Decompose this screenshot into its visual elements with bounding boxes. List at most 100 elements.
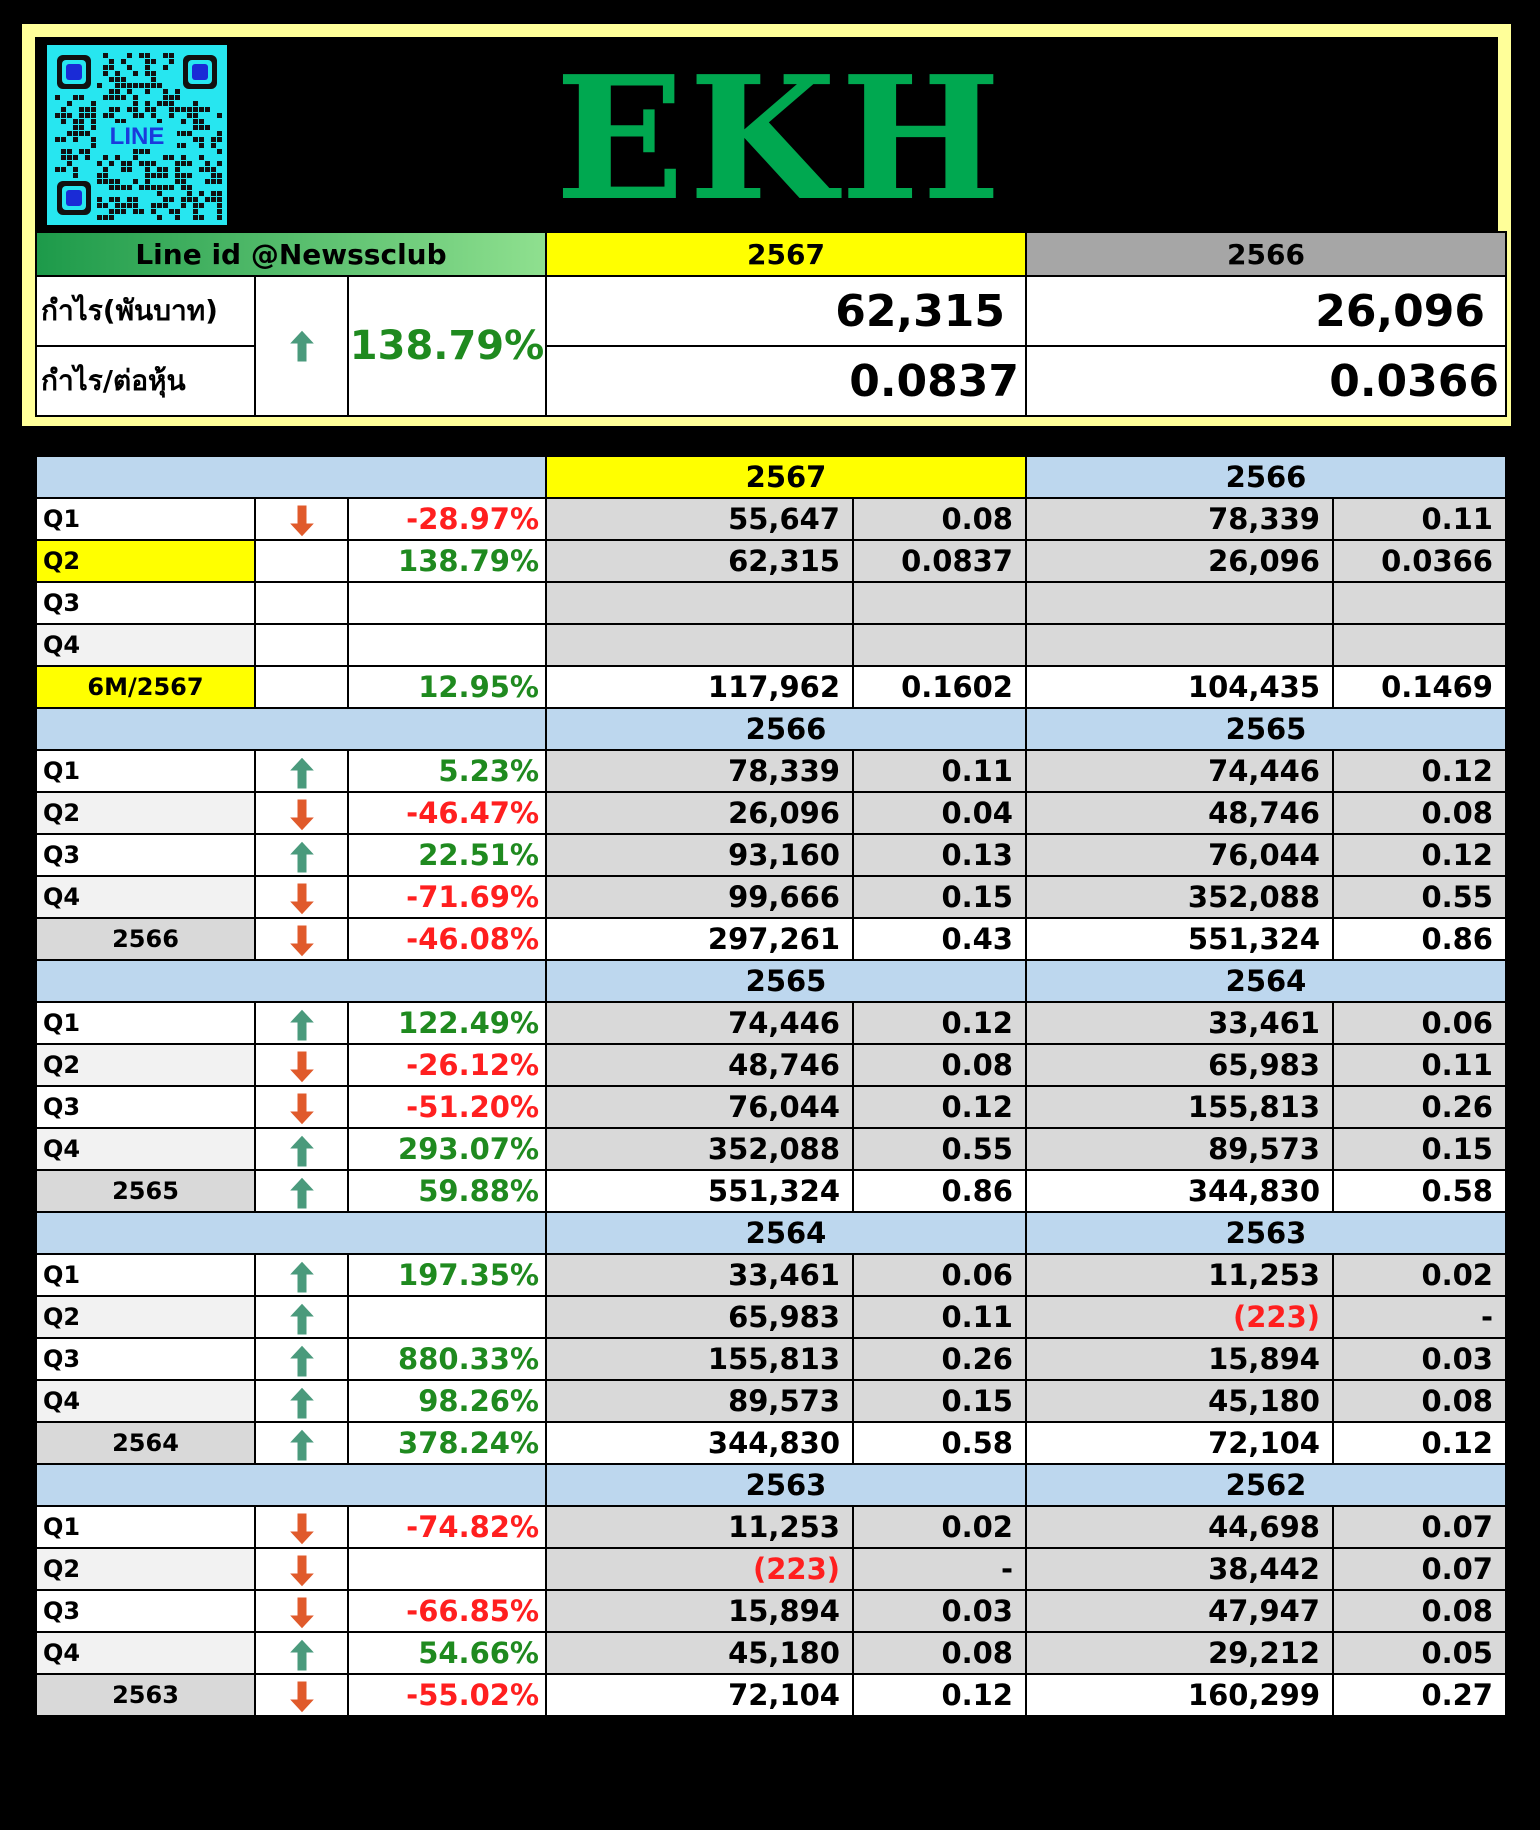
- summary-year-current: 2567: [545, 231, 1027, 277]
- eps-a: [852, 623, 1027, 667]
- line-qr-code[interactable]: LINE: [47, 45, 227, 225]
- row-label: Q3: [35, 581, 256, 625]
- profit-a: 117,962: [545, 665, 854, 709]
- row-label: Q3: [35, 1589, 256, 1633]
- eps-b: [1332, 581, 1507, 625]
- profit-a: 99,666: [545, 875, 854, 919]
- trend-arrow: [254, 791, 349, 835]
- arrow-down-icon: [287, 1510, 317, 1546]
- row-label: 2566: [35, 917, 256, 961]
- profit-b: 29,212: [1025, 1631, 1334, 1675]
- section-header-row: 2564 2563: [35, 1211, 1507, 1255]
- row-label: 2563: [35, 1673, 256, 1717]
- change-percent: 59.88%: [347, 1169, 547, 1213]
- arrow-down-icon: [287, 1090, 317, 1126]
- section-header-blank: [35, 707, 547, 751]
- arrow-down-icon: [287, 1048, 317, 1084]
- trend-arrow: [254, 1673, 349, 1717]
- eps-a: 0.58: [852, 1421, 1027, 1465]
- row-label: Q3: [35, 1337, 256, 1381]
- eps-b: 0.15: [1332, 1127, 1507, 1171]
- change-percent: 197.35%: [347, 1253, 547, 1297]
- eps-a: -: [852, 1547, 1027, 1591]
- profit-a: 48,746: [545, 1043, 854, 1087]
- trend-arrow: [254, 1127, 349, 1171]
- eps-a: 0.08: [852, 1631, 1027, 1675]
- eps-b: 0.07: [1332, 1547, 1507, 1591]
- quarterly-table-body: 2567 2566 Q1 -28.97% 55,647 0.08 78,339 0.11 Q2 1…: [35, 455, 1507, 1717]
- quarter-row: Q1 197.35% 33,461 0.06 11,253 0.02: [35, 1253, 1507, 1297]
- arrow-down-icon: [287, 796, 317, 832]
- eps-a: 0.86: [852, 1169, 1027, 1213]
- profit-b: [1025, 623, 1334, 667]
- row-label: Q4: [35, 1631, 256, 1675]
- section-header-row: 2565 2564: [35, 959, 1507, 1003]
- eps-a: 0.06: [852, 1253, 1027, 1297]
- row-label: Q1: [35, 1505, 256, 1549]
- eps-b: 0.05: [1332, 1631, 1507, 1675]
- qr-code-icon: LINE: [55, 53, 222, 220]
- section-header-blank: [35, 1463, 547, 1507]
- eps-b: 0.1469: [1332, 665, 1507, 709]
- eps-current: 0.0837: [545, 345, 1027, 417]
- svg-text:LINE: LINE: [110, 123, 165, 150]
- eps-a: 0.15: [852, 875, 1027, 919]
- arrow-up-icon: [287, 329, 317, 363]
- trend-arrow: [254, 1043, 349, 1087]
- profit-a: 344,830: [545, 1421, 854, 1465]
- change-percent: -46.47%: [347, 791, 547, 835]
- change-percent: 12.95%: [347, 665, 547, 709]
- section-header-blank: [35, 1211, 547, 1255]
- arrow-up-icon: [287, 754, 317, 790]
- row-label: 2565: [35, 1169, 256, 1213]
- eps-a: 0.03: [852, 1589, 1027, 1633]
- total-row: 2563 -55.02% 72,104 0.12 160,299 0.27: [35, 1673, 1507, 1717]
- profit-b: 76,044: [1025, 833, 1334, 877]
- profit-b: 38,442: [1025, 1547, 1334, 1591]
- summary-table: Line id @Newssclub 2567 2566 กำไร(พันบาท…: [35, 231, 1507, 417]
- eps-b: 0.02: [1332, 1253, 1507, 1297]
- row-label: Q2: [35, 1043, 256, 1087]
- arrow-up-icon: [287, 1132, 317, 1168]
- eps-b: 0.11: [1332, 497, 1507, 541]
- change-percent: -26.12%: [347, 1043, 547, 1087]
- section-year-b: 2563: [1025, 1211, 1507, 1255]
- profit-b: 11,253: [1025, 1253, 1334, 1297]
- row-label: Q2: [35, 539, 256, 583]
- trend-arrow: [254, 665, 349, 709]
- profit-a: 76,044: [545, 1085, 854, 1129]
- eps-b: 0.26: [1332, 1085, 1507, 1129]
- quarter-row: Q1 -74.82% 11,253 0.02 44,698 0.07: [35, 1505, 1507, 1549]
- eps-a: [852, 581, 1027, 625]
- company-logo: EKH: [555, 39, 1005, 239]
- row-label: Q4: [35, 1127, 256, 1171]
- section-header-row: 2567 2566: [35, 455, 1507, 499]
- section-header-blank: [35, 959, 547, 1003]
- trend-arrow: [254, 1337, 349, 1381]
- trend-arrow: [254, 581, 349, 625]
- eps-previous: 0.0366: [1025, 345, 1507, 417]
- summary-year-previous: 2566: [1025, 231, 1507, 277]
- row-label: Q2: [35, 791, 256, 835]
- quarter-row: Q3 -51.20% 76,044 0.12 155,813 0.26: [35, 1085, 1507, 1129]
- profit-a: 11,253: [545, 1505, 854, 1549]
- change-percent: -46.08%: [347, 917, 547, 961]
- row-label: Q2: [35, 1547, 256, 1591]
- trend-arrow: [254, 623, 349, 667]
- change-percent: -74.82%: [347, 1505, 547, 1549]
- summary-trend-arrow: [254, 275, 349, 417]
- profit-a: 72,104: [545, 1673, 854, 1717]
- change-percent: 98.26%: [347, 1379, 547, 1423]
- arrow-up-icon: [287, 1300, 317, 1336]
- row-label: Q4: [35, 1379, 256, 1423]
- trend-arrow: [254, 1379, 349, 1423]
- eps-b: 0.06: [1332, 1001, 1507, 1045]
- section-year-a: 2564: [545, 1211, 1027, 1255]
- total-row: 2564 378.24% 344,830 0.58 72,104 0.12: [35, 1421, 1507, 1465]
- eps-b: 0.86: [1332, 917, 1507, 961]
- eps-b: 0.12: [1332, 1421, 1507, 1465]
- summary-change: 138.79%: [347, 275, 547, 417]
- profit-a: 55,647: [545, 497, 854, 541]
- change-percent: [347, 623, 547, 667]
- profit-a: 45,180: [545, 1631, 854, 1675]
